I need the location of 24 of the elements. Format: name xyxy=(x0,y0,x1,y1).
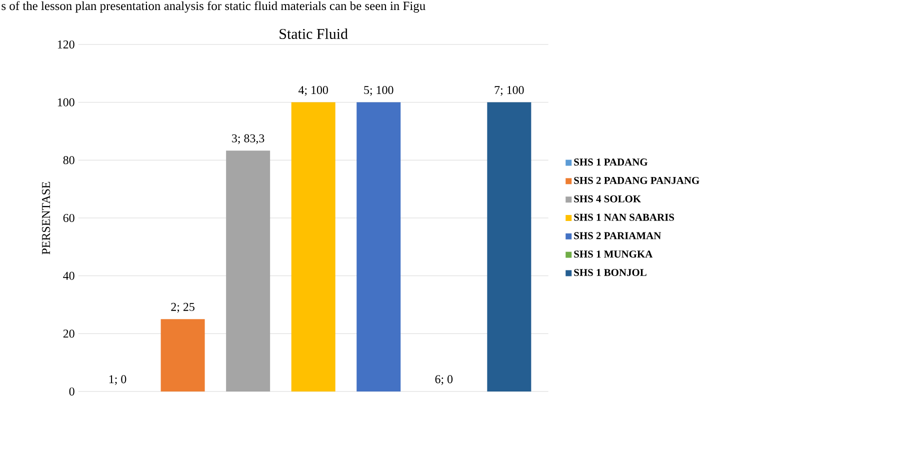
y-tick-label: 80 xyxy=(63,156,74,164)
legend-label: SHS 4 SOLOK xyxy=(574,195,641,202)
y-tick-label: 40 xyxy=(63,272,74,280)
data-label: 4; 100 xyxy=(298,86,328,96)
y-axis-title: PERSENTASE xyxy=(42,182,50,254)
text: s of the lesson plan presentation analysis for static fluid materials can be seen in Figu xyxy=(2,1,426,13)
y-tick-label: 60 xyxy=(63,214,74,222)
legend-label: SHS 1 NAN SABARIS xyxy=(574,214,674,221)
y-tick-label: 120 xyxy=(58,40,74,49)
data-label: 5; 100 xyxy=(364,86,394,96)
y-tick-label: 20 xyxy=(63,330,74,338)
y-tick-label: 100 xyxy=(58,98,74,106)
data-label: 1; 0 xyxy=(109,375,126,385)
legend-label: SHS 2 PARIAMAN xyxy=(574,232,662,240)
data-label: 3; 83,3 xyxy=(232,134,264,144)
legend-label: SHS 2 PADANG PANJANG xyxy=(574,176,700,184)
chart-title: Static Fluid xyxy=(280,28,348,39)
data-label: 7; 100 xyxy=(494,86,524,96)
y-tick-label: 0 xyxy=(69,387,74,396)
legend-label: SHS 1 PADANG xyxy=(574,158,648,166)
legend-label: SHS 1 BONJOL xyxy=(574,268,646,276)
data-label: 6; 0 xyxy=(435,375,453,385)
data-label: 2; 25 xyxy=(171,302,194,313)
legend-label: SHS 1 MUNGKA xyxy=(574,250,653,258)
